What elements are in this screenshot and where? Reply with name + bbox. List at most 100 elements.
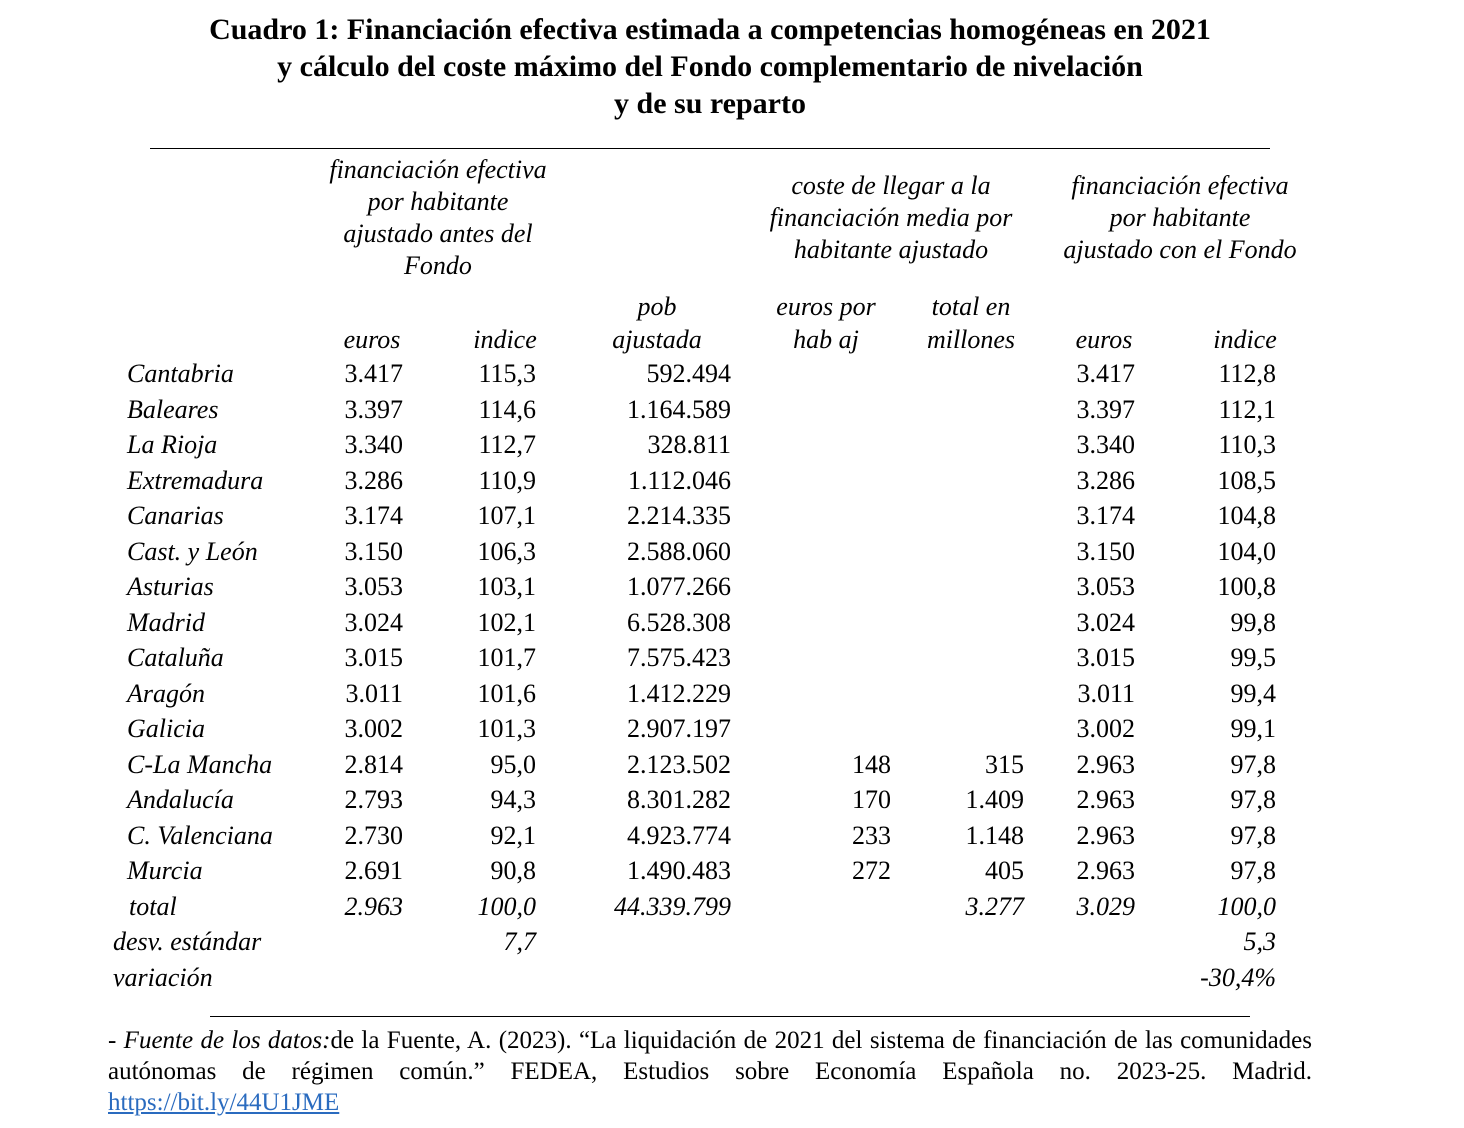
cell-euros-por-hab: 233 (852, 820, 891, 850)
source-label: - Fuente de los datos: (108, 1027, 331, 1054)
summary-cell-indice-with-fund: 5,3 (1243, 927, 1277, 956)
cell-euros-with-fund: 3.340 (1076, 430, 1136, 459)
summary-label: variación (113, 962, 213, 992)
row-label-region: Madrid (127, 607, 205, 637)
cell-euros-with-fund: 3.024 (1076, 607, 1136, 637)
cell-indice-with-fund: 97,8 (1230, 856, 1277, 885)
row-label-region: Extremadura (127, 465, 264, 495)
row-label-region: C-La Mancha (127, 749, 273, 779)
cell-euros-before: 3.002 (344, 714, 404, 743)
row-label-region: Cast. y León (127, 536, 258, 566)
row-label-region: C. Valenciana (127, 820, 273, 850)
cell-euros-before: 3.015 (344, 643, 404, 672)
footer-source: - Fuente de los datos:de la Fuente, A. (… (108, 1025, 1312, 1118)
cell-indice-before: 115,3 (478, 359, 536, 388)
cell-pob-ajustada: 6.528.308 (627, 607, 731, 637)
header-line: ajustado con el Fondo (1063, 235, 1297, 264)
cell-euros-with-fund: 2.963 (1076, 856, 1136, 885)
cell-indice-with-fund: 100,8 (1217, 572, 1277, 601)
cell-euros-before: 3.174 (344, 501, 404, 530)
cell-total-millones: 1.148 (965, 820, 1025, 850)
row-label-region: Aragón (127, 678, 205, 708)
cell-indice-with-fund: 97,8 (1230, 820, 1277, 850)
row-label-region: Asturias (127, 572, 214, 601)
cell-indice-before: 107,1 (477, 501, 537, 530)
summary-label: desv. estándar (113, 927, 262, 956)
cell-indice-before: 92,1 (490, 820, 537, 850)
header-line: por habitante (367, 187, 509, 216)
cell-indice-with-fund: 97,8 (1230, 749, 1277, 779)
header-line: coste de llegar a la (791, 171, 991, 200)
row-label-region: Galicia (127, 714, 205, 743)
cell-indice-with-fund: 110,3 (1218, 430, 1276, 459)
cell-pob-ajustada: 2.123.502 (627, 749, 731, 779)
title-line: Cuadro 1: Financiación efectiva estimada… (209, 13, 1211, 46)
row-label-region: Murcia (127, 856, 203, 885)
title-line: y de su reparto (614, 87, 806, 120)
row-label-region: Andalucía (127, 785, 234, 814)
cell-indice-with-fund: 104,0 (1217, 536, 1277, 566)
cell-pob-ajustada: 4.923.774 (627, 820, 731, 850)
row-label-region: Canarias (127, 501, 224, 530)
cell-indice-with-fund: 99,4 (1230, 678, 1277, 708)
cell-euros-por-hab: 170 (852, 785, 891, 814)
source-text: de la Fuente, A. (2023). “La liquidación… (108, 1027, 1312, 1085)
cell-pob-ajustada: 7.575.423 (627, 643, 731, 672)
summary-cell-pob-ajustada: 44.339.799 (614, 891, 731, 921)
cell-indice-with-fund: 112,8 (1218, 359, 1276, 388)
cell-euros-before: 3.397 (344, 394, 404, 424)
summary-cell-indice-before: 7,7 (503, 927, 537, 956)
cell-indice-before: 114,6 (478, 394, 536, 424)
summary-cell-indice-with-fund: -30,4% (1200, 962, 1276, 992)
cell-indice-before: 90,8 (490, 856, 537, 885)
column-header-pob-ajustada: pob (637, 292, 677, 321)
source-link[interactable]: https://bit.ly/44U1JME (108, 1089, 340, 1116)
column-header-total-millones: total en (931, 292, 1011, 321)
top-rule (150, 148, 1270, 149)
cell-euros-before: 2.730 (344, 820, 404, 850)
cell-indice-with-fund: 97,8 (1230, 785, 1277, 814)
cell-indice-with-fund: 104,8 (1217, 501, 1277, 530)
cell-euros-with-fund: 3.015 (1076, 643, 1136, 672)
cell-pob-ajustada: 1.490.483 (627, 856, 731, 885)
cell-total-millones: 315 (985, 749, 1024, 779)
cell-indice-before: 110,9 (478, 465, 536, 495)
column-header-pob-ajustada: ajustada (612, 325, 702, 354)
column-header-total-millones: millones (926, 325, 1016, 354)
cell-indice-with-fund: 99,5 (1230, 643, 1277, 672)
summary-cell-euros-before: 2.963 (344, 891, 404, 921)
header-line: Fondo (404, 251, 472, 280)
header-line: financiación efectiva (329, 155, 547, 184)
column-header-indice-with-fund: indice (1213, 325, 1277, 354)
table-title: Cuadro 1: Financiación efectiva estimada… (0, 11, 1420, 122)
cell-pob-ajustada: 592.494 (646, 359, 732, 388)
row-label-region: La Rioja (127, 430, 218, 459)
cell-euros-before: 2.691 (344, 856, 404, 885)
cell-indice-before: 101,7 (477, 643, 537, 672)
cell-indice-before: 95,0 (490, 749, 537, 779)
cell-indice-before: 94,3 (490, 785, 537, 814)
cell-indice-with-fund: 99,1 (1230, 714, 1277, 743)
cell-pob-ajustada: 1.164.589 (627, 394, 731, 424)
cell-euros-before: 2.793 (344, 785, 404, 814)
summary-label: total (129, 891, 177, 921)
cell-euros-before: 3.340 (344, 430, 404, 459)
bottom-rule (210, 1016, 1250, 1017)
cell-euros-with-fund: 3.286 (1076, 465, 1136, 495)
cell-euros-por-hab: 272 (852, 856, 891, 885)
header-line: habitante ajustado (793, 235, 989, 264)
row-label-region: Cantabria (127, 359, 234, 388)
cell-indice-before: 102,1 (477, 607, 537, 637)
column-header-euros-por-hab: euros por (776, 292, 876, 321)
row-label-region: Baleares (127, 394, 219, 424)
cell-indice-before: 106,3 (477, 536, 537, 566)
cell-pob-ajustada: 2.214.335 (627, 501, 731, 530)
cell-pob-ajustada: 2.588.060 (627, 536, 731, 566)
cell-pob-ajustada: 1.112.046 (627, 465, 731, 495)
cell-euros-before: 3.011 (345, 678, 403, 708)
cell-pob-ajustada: 1.077.266 (627, 572, 731, 601)
header-line: financiación efectiva (1071, 171, 1289, 200)
cell-pob-ajustada: 328.811 (647, 430, 731, 459)
cell-euros-with-fund: 2.963 (1076, 785, 1136, 814)
cell-euros-with-fund: 2.963 (1076, 820, 1136, 850)
